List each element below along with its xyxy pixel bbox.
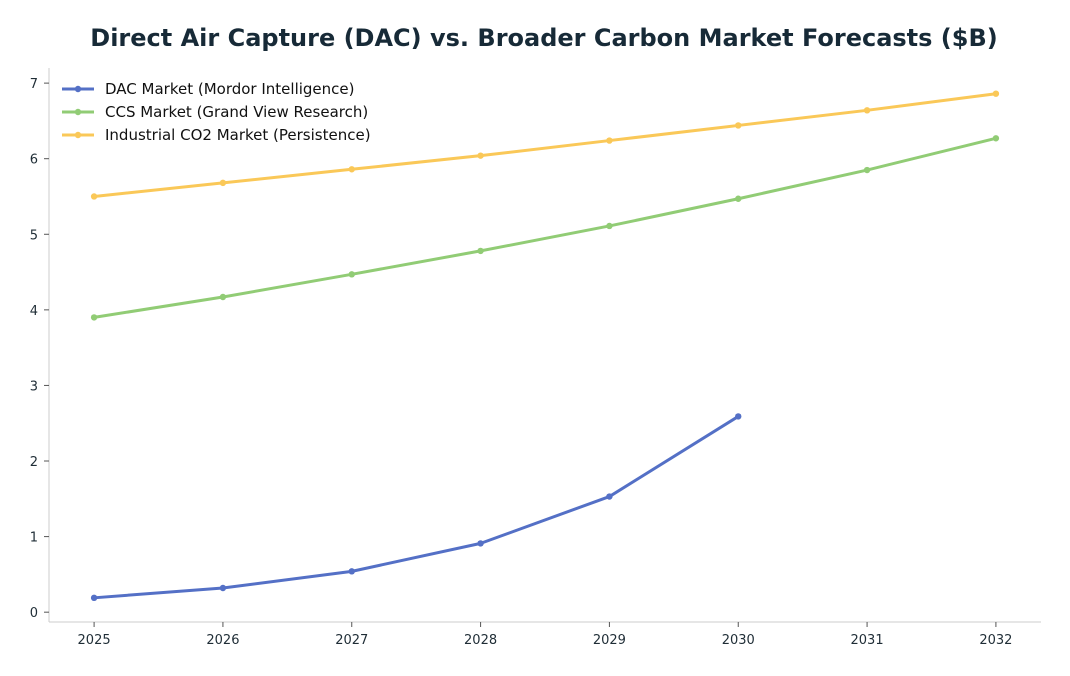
data-point <box>477 247 484 255</box>
y-tick-label: 1 <box>30 531 38 546</box>
x-axis-ticks: 2025 2026 2027 2028 2029 2030 2031 2032 <box>78 622 1012 648</box>
y-axis-ticks: 0 1 2 3 4 5 6 7 <box>30 77 49 621</box>
x-tick-label: 2025 <box>78 633 111 648</box>
x-tick-label: 2032 <box>979 633 1012 648</box>
x-tick-label: 2029 <box>593 633 626 648</box>
y-tick-label: 0 <box>30 606 38 621</box>
y-tick-label: 3 <box>30 379 38 394</box>
data-point <box>606 137 613 144</box>
data-point <box>348 271 355 278</box>
series-layer <box>90 90 1000 602</box>
legend-item: Industrial CO2 Market (Persistence) <box>62 126 371 144</box>
series-3 <box>90 90 1000 200</box>
data-point <box>90 193 98 200</box>
data-point <box>606 493 613 500</box>
series-line <box>92 92 998 198</box>
legend: DAC Market (Mordor Intelligence) CCS Mark… <box>62 80 371 144</box>
x-tick-label: 2028 <box>464 633 497 648</box>
data-point <box>219 584 227 592</box>
x-tick-label: 2026 <box>206 633 239 648</box>
legend-label: Industrial CO2 Market (Persistence) <box>105 126 371 144</box>
legend-item: CCS Market (Grand View Research) <box>62 103 368 121</box>
x-tick-label: 2031 <box>851 633 884 648</box>
legend-item: DAC Market (Mordor Intelligence) <box>62 80 355 98</box>
legend-swatch-marker <box>74 85 82 93</box>
legend-swatch-marker <box>74 131 82 139</box>
legend-swatch-marker <box>74 108 82 116</box>
data-point <box>735 195 742 202</box>
data-point <box>477 152 484 159</box>
legend-label: CCS Market (Grand View Research) <box>105 103 368 121</box>
data-point <box>863 166 871 174</box>
y-tick-label: 6 <box>30 153 38 168</box>
series-line <box>92 136 998 319</box>
data-point <box>219 293 227 301</box>
y-tick-label: 5 <box>30 228 38 243</box>
data-point <box>348 166 355 173</box>
data-point <box>992 90 1000 97</box>
data-point <box>863 107 871 114</box>
data-point <box>735 413 742 420</box>
x-tick-label: 2030 <box>722 633 755 648</box>
data-point <box>477 540 484 547</box>
data-point <box>219 179 227 187</box>
legend-label: DAC Market (Mordor Intelligence) <box>105 80 355 98</box>
series-1 <box>90 413 742 602</box>
y-tick-label: 2 <box>30 455 38 470</box>
y-tick-label: 4 <box>30 304 38 319</box>
data-point <box>735 122 742 129</box>
data-point <box>606 222 613 230</box>
data-point <box>90 594 98 602</box>
data-point <box>348 568 355 575</box>
data-point <box>992 135 1000 142</box>
chart-title: Direct Air Capture (DAC) vs. Broader Car… <box>90 24 998 52</box>
x-tick-label: 2027 <box>335 633 368 648</box>
y-tick-label: 7 <box>30 77 38 92</box>
data-point <box>90 314 98 321</box>
series-2 <box>90 135 1000 321</box>
series-line <box>92 414 740 600</box>
